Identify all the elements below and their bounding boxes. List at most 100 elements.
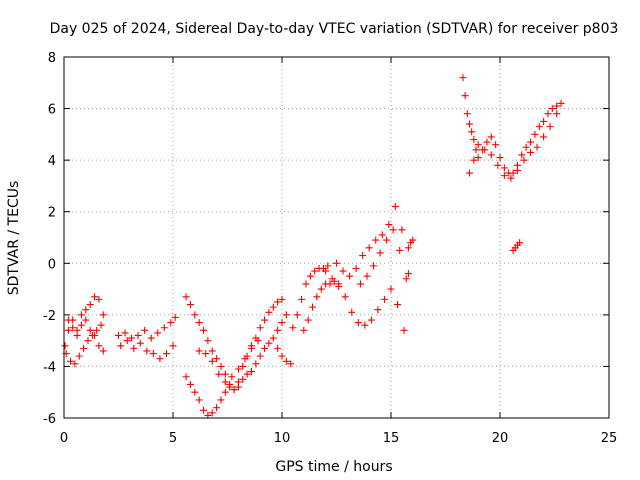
- data-point: [95, 295, 103, 303]
- data-point: [376, 249, 384, 257]
- data-point: [481, 146, 489, 154]
- data-point: [191, 311, 199, 319]
- data-point: [339, 267, 347, 275]
- data-point: [516, 239, 524, 247]
- data-point: [265, 339, 273, 347]
- data-point: [463, 110, 471, 118]
- data-point: [365, 244, 373, 252]
- data-point: [496, 154, 504, 162]
- y-tick-label: 0: [48, 257, 56, 272]
- x-tick-label: 0: [60, 431, 68, 446]
- data-point: [533, 143, 541, 151]
- data-point: [156, 355, 164, 363]
- data-point: [282, 311, 290, 319]
- data-point: [252, 334, 260, 342]
- data-point: [322, 267, 330, 275]
- data-point: [527, 148, 535, 156]
- data-point: [465, 120, 473, 128]
- data-point: [208, 347, 216, 355]
- data-point: [186, 380, 194, 388]
- data-point: [77, 311, 85, 319]
- data-point: [130, 344, 138, 352]
- x-tick-label: 25: [601, 431, 618, 446]
- data-point: [306, 272, 314, 280]
- data-point: [518, 151, 526, 159]
- data-point: [378, 231, 386, 239]
- data-point: [540, 133, 548, 141]
- data-point: [278, 295, 286, 303]
- data-point: [333, 259, 340, 267]
- data-point: [304, 316, 312, 324]
- data-point: [370, 262, 378, 270]
- x-tick-label: 5: [169, 431, 177, 446]
- axis-ticks: 0 5 10 15 20 25 -6 -4 -2 0 2 4 6 8: [43, 51, 617, 446]
- data-point: [208, 409, 216, 417]
- data-point: [97, 321, 105, 329]
- data-point: [326, 280, 334, 288]
- y-tick-label: 8: [48, 51, 56, 66]
- data-point: [311, 267, 319, 275]
- data-point: [274, 344, 282, 352]
- data-point: [186, 301, 194, 309]
- y-tick-label: 6: [48, 103, 56, 118]
- data-point: [269, 303, 277, 311]
- chart-title: Day 025 of 2024, Sidereal Day-to-day VTE…: [50, 21, 619, 37]
- series-seg-t: [509, 239, 524, 254]
- data-point: [128, 334, 136, 342]
- data-point: [202, 350, 210, 358]
- data-point: [494, 161, 502, 169]
- x-axis-label: GPS time / hours: [275, 459, 392, 475]
- data-point: [396, 246, 404, 254]
- data-point: [77, 321, 85, 329]
- data-point: [391, 203, 399, 211]
- data-point: [261, 316, 269, 324]
- data-point: [404, 244, 412, 252]
- data-point: [123, 337, 131, 345]
- series-seg-o: [333, 203, 412, 280]
- data-point: [75, 352, 83, 360]
- y-tick-label: 2: [48, 206, 56, 221]
- data-point: [346, 272, 354, 280]
- data-point: [171, 313, 179, 321]
- data-point: [389, 226, 397, 234]
- data-point: [82, 306, 90, 314]
- data-point: [546, 123, 554, 131]
- data-point: [317, 285, 325, 293]
- data-point: [372, 236, 380, 244]
- data-point: [461, 92, 469, 100]
- data-point: [287, 360, 295, 368]
- data-point: [208, 357, 216, 365]
- data-point: [228, 373, 236, 381]
- data-point: [217, 362, 225, 370]
- data-point: [115, 331, 122, 339]
- data-point: [234, 365, 242, 373]
- data-point: [243, 352, 251, 360]
- data-point: [141, 326, 149, 334]
- data-point: [239, 362, 247, 370]
- data-point: [387, 285, 395, 293]
- data-point: [162, 350, 170, 358]
- data-point: [182, 373, 190, 381]
- data-point: [520, 156, 528, 164]
- data-point: [169, 342, 177, 350]
- data-point: [535, 123, 543, 131]
- data-point: [221, 378, 229, 386]
- series-seg-m: [300, 277, 343, 334]
- data-point: [82, 316, 90, 324]
- data-point: [470, 136, 478, 144]
- data-point: [507, 174, 515, 182]
- y-tick-label: -4: [43, 360, 56, 375]
- data-point: [474, 154, 482, 162]
- series-seg-p: [356, 226, 410, 288]
- data-point: [154, 329, 162, 337]
- data-point: [200, 326, 208, 334]
- data-point: [195, 319, 203, 327]
- data-point: [409, 236, 417, 244]
- data-point: [215, 370, 223, 378]
- data-point: [278, 319, 286, 327]
- data-point: [160, 324, 168, 332]
- plot-frame: [63, 56, 610, 419]
- data-point: [374, 306, 382, 314]
- data-point: [230, 386, 238, 394]
